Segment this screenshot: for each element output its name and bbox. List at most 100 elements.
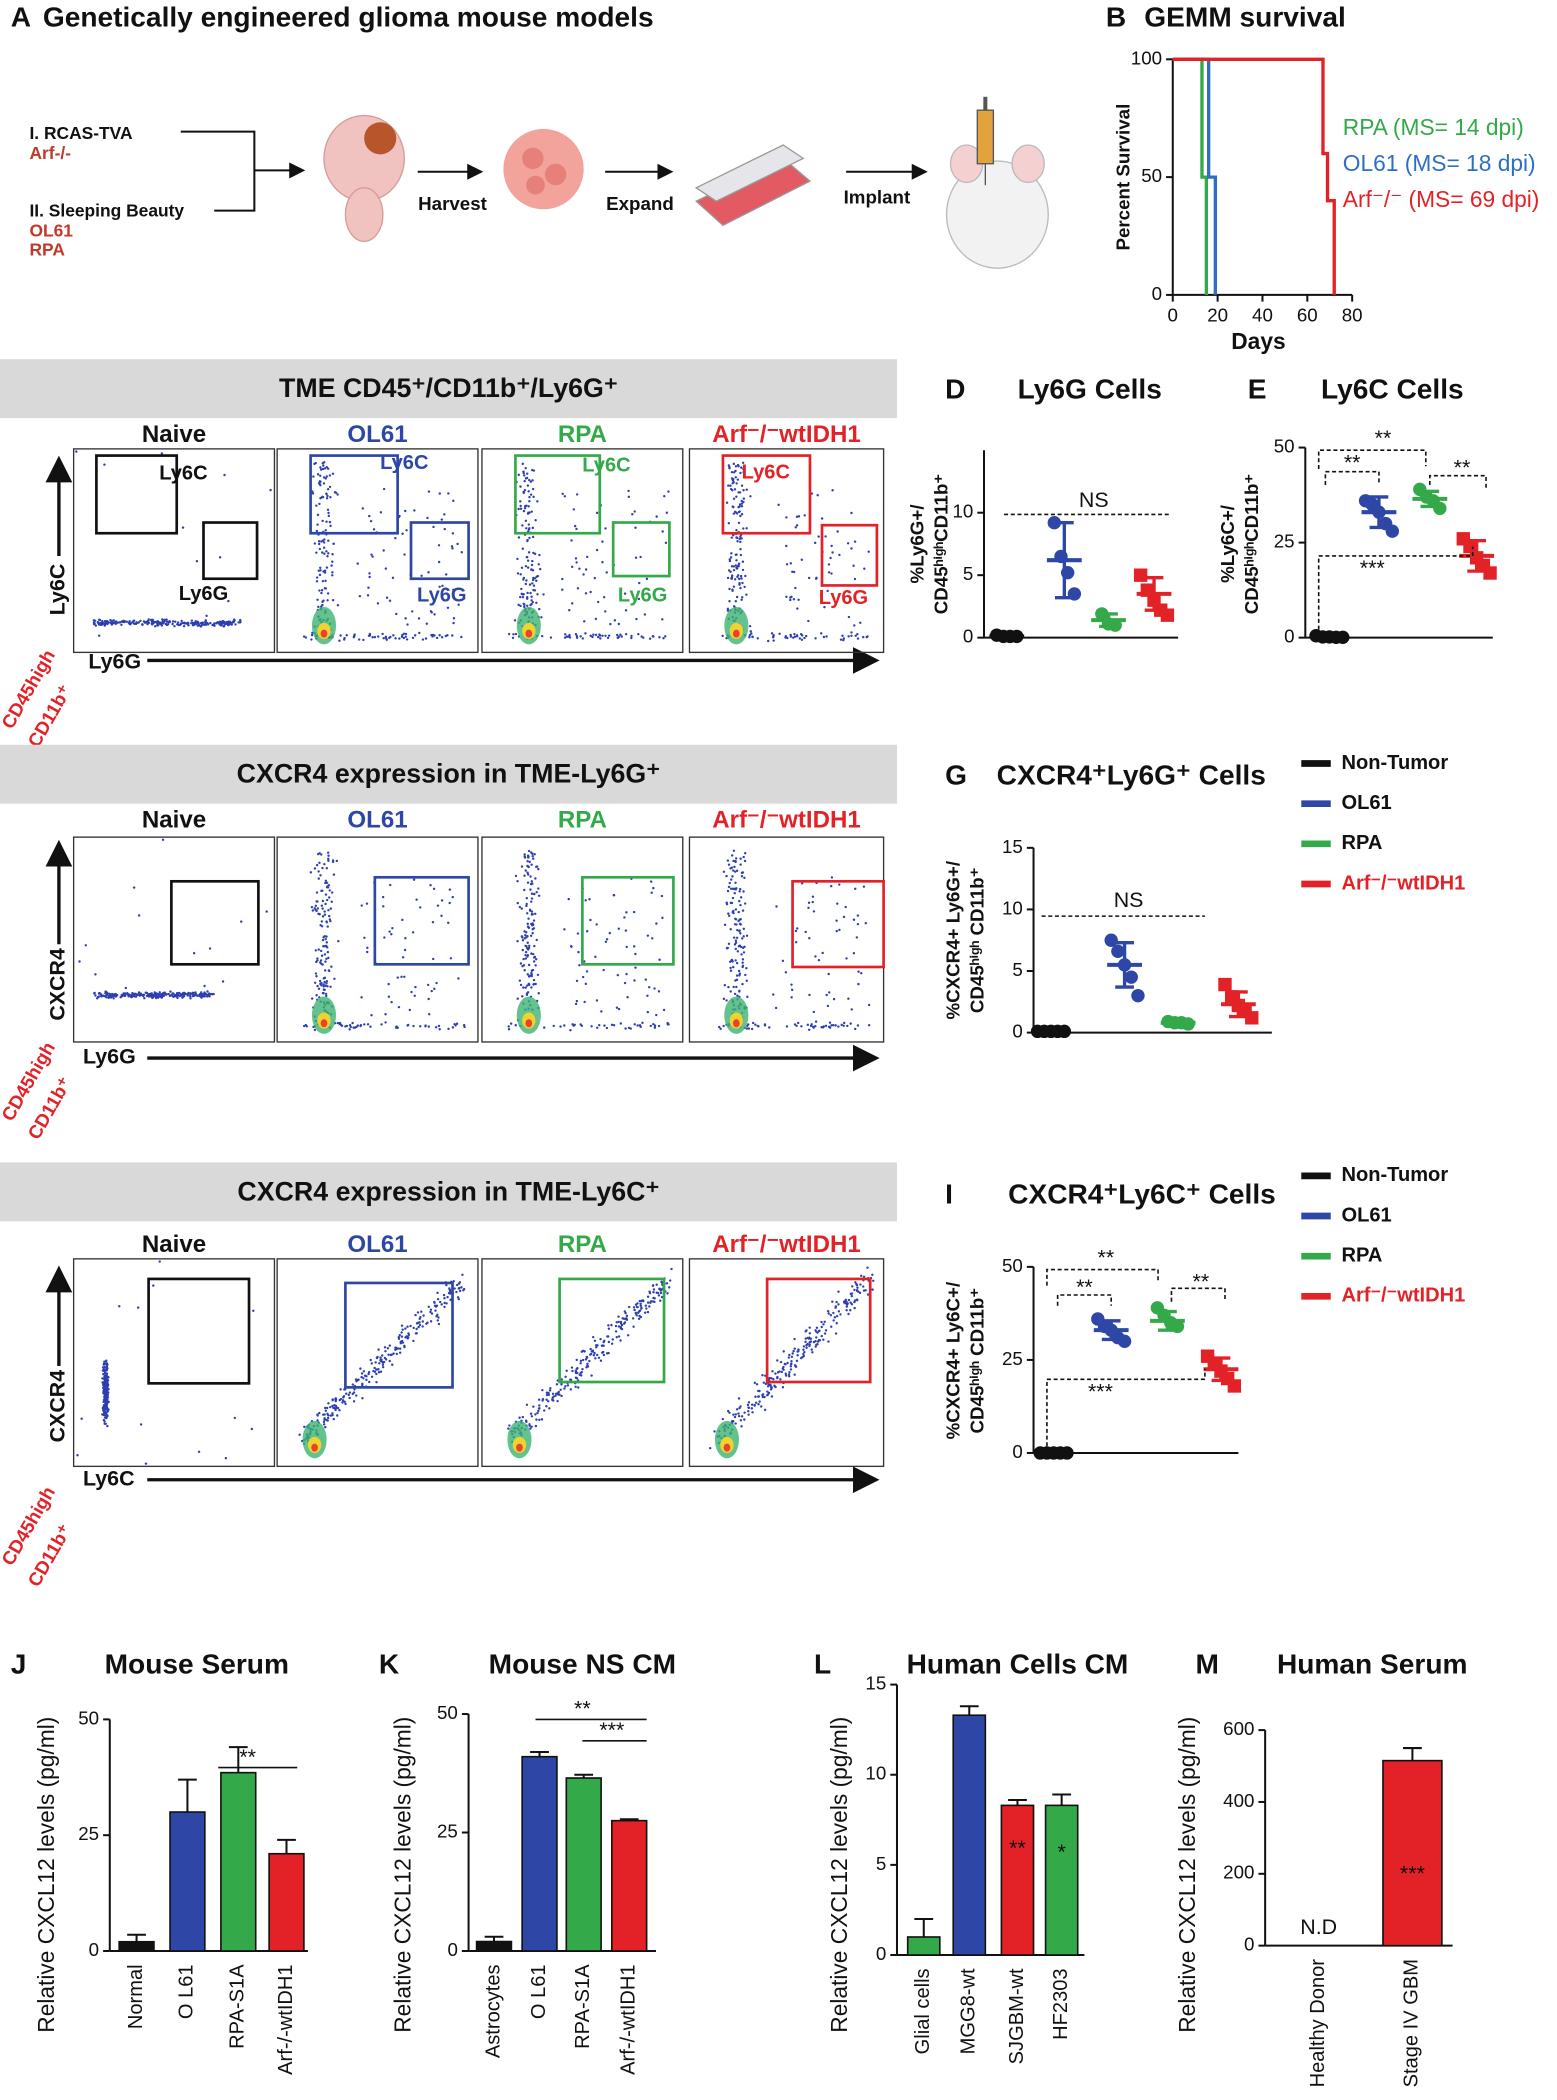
y-tick-label: 50 [1141,165,1162,186]
event-dot [319,567,321,569]
event-dot [795,941,797,943]
event-dot [414,995,416,997]
event-dot [808,1326,810,1328]
event-dot [526,912,528,914]
event-dot [585,983,587,985]
event-dot [559,1025,561,1027]
event-dot [732,860,734,862]
event-dot [840,1024,842,1026]
event-dot [435,1026,437,1028]
event-dot [537,868,539,870]
event-dot [327,509,329,511]
event-dot [153,621,155,623]
event-dot [770,1388,772,1390]
event-dot [316,891,318,893]
event-dot [585,592,587,594]
event-dot [211,993,213,995]
event-dot [790,562,792,564]
event-dot [507,1427,509,1429]
event-dot [766,1394,768,1396]
event-dot [325,529,327,531]
event-dot [525,957,527,959]
event-dot [570,1388,572,1390]
event-dot [327,925,329,927]
event-dot [115,621,117,623]
event-dot [221,622,223,624]
event-dot [836,530,838,532]
event-dot [521,935,523,937]
event-dot [611,1024,613,1026]
event-dot [722,1025,724,1027]
event-dot [404,949,406,951]
event-dot [536,865,538,867]
event-dot [329,496,331,498]
event-dot [738,1415,740,1417]
event-dot [432,526,434,528]
event-dot [742,935,744,937]
event-dot [666,1282,668,1284]
event-dot [743,1411,745,1413]
event-dot [830,1314,832,1316]
event-dot [130,622,132,624]
event-dot [345,1392,347,1394]
event-dot [801,639,803,641]
event-dot [805,635,807,637]
chart-title: Human Cells CM [907,1648,1129,1679]
event-dot [401,1324,403,1326]
legend-label: OL61 [1341,792,1391,814]
event-dot [314,982,316,984]
event-dot [532,857,534,859]
event-dot [727,986,729,988]
event-dot [526,472,528,474]
event-dot [104,990,106,992]
event-dot [541,635,543,637]
event-dot [785,971,787,973]
event-dot [857,923,859,925]
event-dot [320,468,322,470]
event-dot [312,475,314,477]
event-dot [148,618,150,620]
event-dot [596,549,598,551]
annotation: ** [1344,450,1361,474]
event-dot [518,474,520,476]
event-dot [531,973,533,975]
event-dot [729,571,731,573]
gate [822,525,877,585]
gate-label: Ly6C [159,463,207,485]
event-dot [820,1026,822,1028]
event-dot [104,1406,106,1408]
event-dot [803,1345,805,1347]
event-dot [370,1359,372,1361]
event-dot [521,995,523,997]
event-dot [642,1300,644,1302]
event-dot [606,571,608,573]
event-dot [863,1289,865,1291]
event-dot [327,851,329,853]
event-dot [124,995,126,997]
event-dot [374,636,376,638]
y-tick-label: 25 [1274,531,1295,552]
event-dot [357,1379,359,1381]
event-dot [739,904,741,906]
event-dot [807,1024,809,1026]
event-dot [871,1274,873,1276]
event-dot [414,1314,416,1316]
event-dot [725,902,727,904]
event-dot [841,635,843,637]
density-cloud [303,851,466,1033]
event-dot [305,1024,307,1026]
event-dot [772,639,774,641]
event-dot [397,1027,399,1029]
event-dot [315,504,317,506]
event-dot [612,1338,614,1340]
event-dot [445,573,447,575]
event-dot [325,880,327,882]
event-dot [323,863,325,865]
event-dot [834,1024,836,1026]
event-dot [640,1307,642,1309]
event-dot [851,1295,853,1297]
event-dot [316,576,318,578]
event-dot [731,902,733,904]
y-tick-label: 10 [1002,897,1023,918]
event-dot [136,994,138,996]
